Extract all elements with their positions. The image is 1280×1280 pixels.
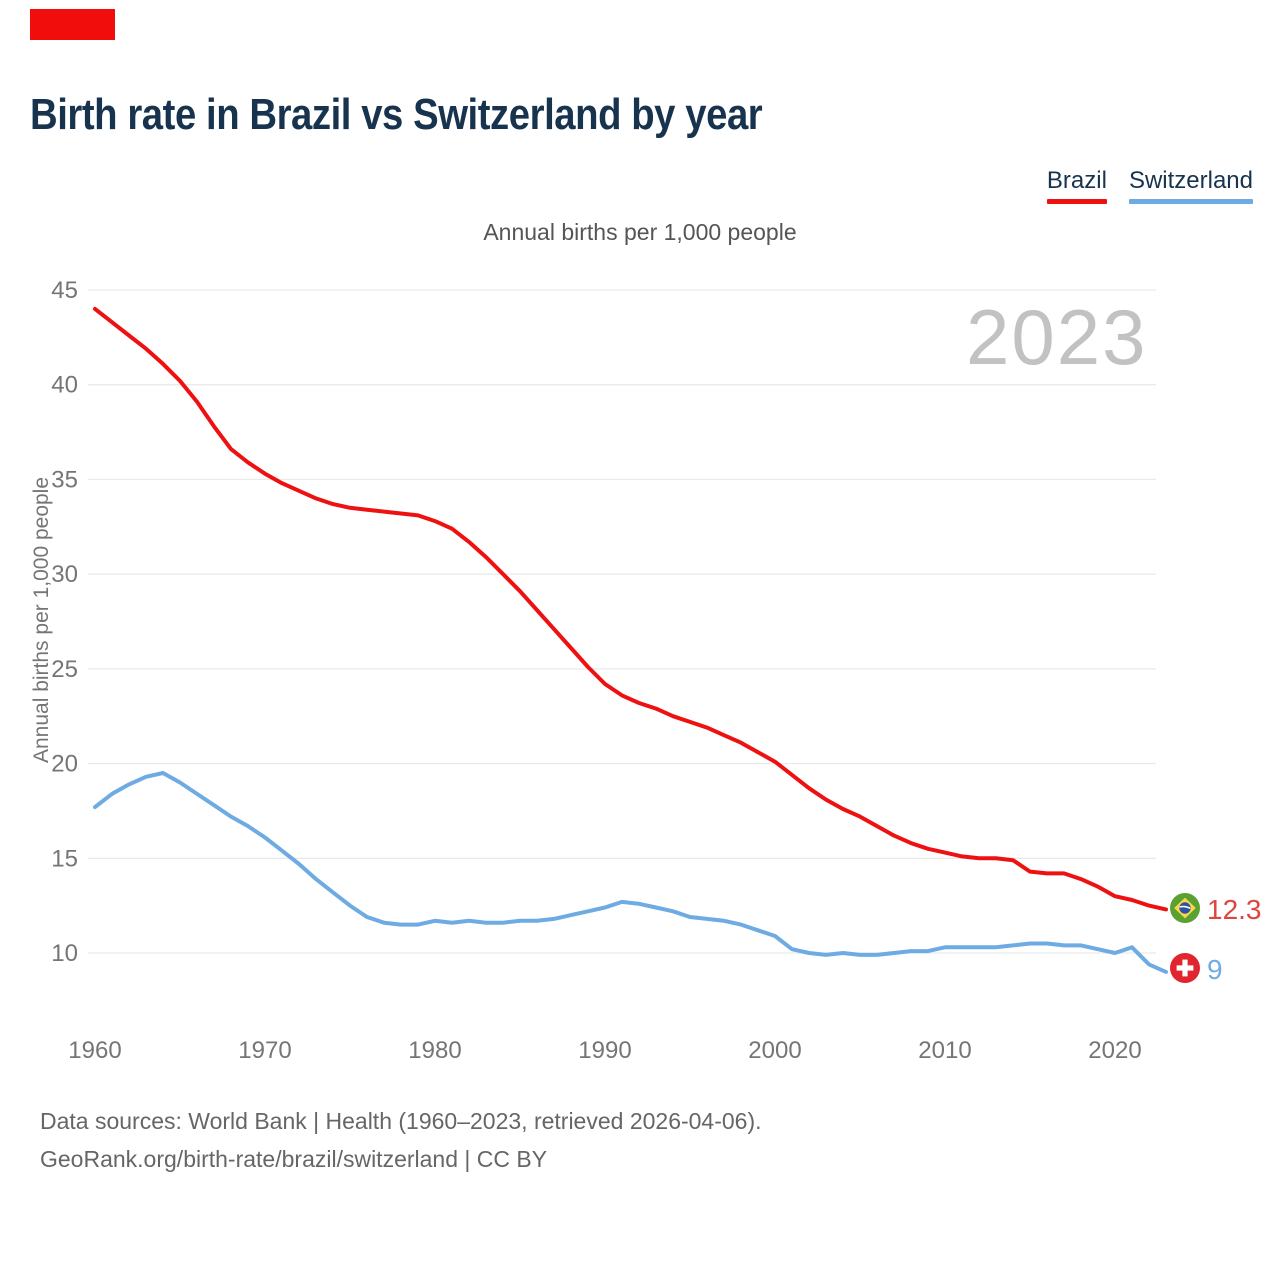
x-tick-label-2010: 2010 [918,1037,971,1064]
y-tick-label-15: 15 [51,845,78,872]
y-tick-label-35: 35 [51,466,78,493]
switzerland-end-value: 9 [1207,954,1223,985]
legend-swatch-switzerland [1128,199,1253,204]
x-tick-label-1970: 1970 [238,1037,291,1064]
y-tick-label-40: 40 [51,372,78,399]
series-line-brazil [93,306,1168,912]
page-title: Birth rate in Brazil vs Switzerland by y… [30,90,763,139]
legend: Brazil Switzerland [1046,167,1253,204]
x-tick-label-1960: 1960 [68,1037,121,1064]
watermark-year: 2023 [966,293,1148,381]
x-tick-label-2000: 2000 [748,1037,801,1064]
legend-label-switzerland: Switzerland [1128,167,1253,194]
chart-subtitle: Annual births per 1,000 people [483,219,797,245]
y-tick-label-10: 10 [51,940,78,967]
footer-data-sources: Data sources: World Bank | Health (1960–… [40,1108,762,1134]
x-tick-label-1980: 1980 [408,1037,461,1064]
x-tick-label-2020: 2020 [1088,1037,1141,1064]
switzerland-flag-icon [1170,953,1200,983]
legend-swatch-brazil [1046,199,1107,204]
legend-label-brazil: Brazil [1046,167,1107,194]
y-tick-label-25: 25 [51,656,78,683]
footer-attribution-link[interactable]: GeoRank.org/birth-rate/brazil/switzerlan… [40,1146,548,1172]
legend-item-switzerland[interactable]: Switzerland [1128,167,1253,204]
brazil-flag-icon [1170,893,1200,923]
y-tick-label-30: 30 [51,561,78,588]
x-tick-label-1990: 1990 [578,1037,631,1064]
top-red-bar [30,9,115,40]
y-tick-label-45: 45 [51,277,78,304]
y-tick-label-20: 20 [51,751,78,778]
brazil-end-value: 12.3 [1207,894,1262,925]
legend-item-brazil[interactable]: Brazil [1046,167,1107,204]
series-line-switzerland [93,771,1168,974]
